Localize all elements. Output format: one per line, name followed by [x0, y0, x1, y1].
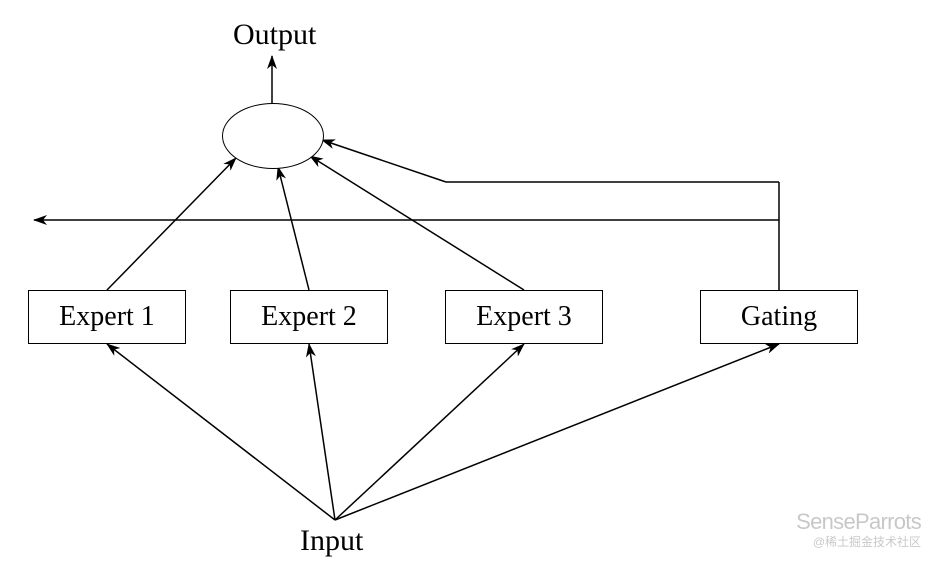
edge-gating-to-combiner-arrow [322, 140, 446, 182]
expert-2-label: Expert 2 [261, 301, 357, 333]
edge-input-to-gating [335, 344, 779, 520]
diagram-canvas: Output Input Expert 1 Expert 2 Expert 3 … [0, 0, 939, 578]
expert-3-label: Expert 3 [476, 301, 572, 333]
gating-node: Gating [700, 290, 858, 344]
edges-layer [0, 0, 939, 578]
combiner-node [222, 103, 324, 169]
input-label: Input [300, 524, 363, 558]
gating-label: Gating [741, 301, 817, 333]
edge-input-to-expert1 [107, 344, 335, 520]
output-label: Output [233, 18, 316, 52]
watermark: SenseParrots @稀土掘金技术社区 [796, 509, 921, 550]
expert-1-node: Expert 1 [28, 290, 186, 344]
expert-1-label: Expert 1 [59, 301, 155, 333]
edge-expert3-to-combiner [310, 156, 524, 290]
watermark-main: SenseParrots [796, 509, 921, 534]
edge-input-to-expert3 [335, 344, 524, 520]
edge-input-to-expert2 [309, 344, 335, 520]
edge-expert2-to-combiner [278, 167, 309, 290]
expert-3-node: Expert 3 [445, 290, 603, 344]
watermark-sub: @稀土掘金技术社区 [796, 533, 921, 550]
edge-expert1-to-combiner [107, 158, 236, 290]
expert-2-node: Expert 2 [230, 290, 388, 344]
